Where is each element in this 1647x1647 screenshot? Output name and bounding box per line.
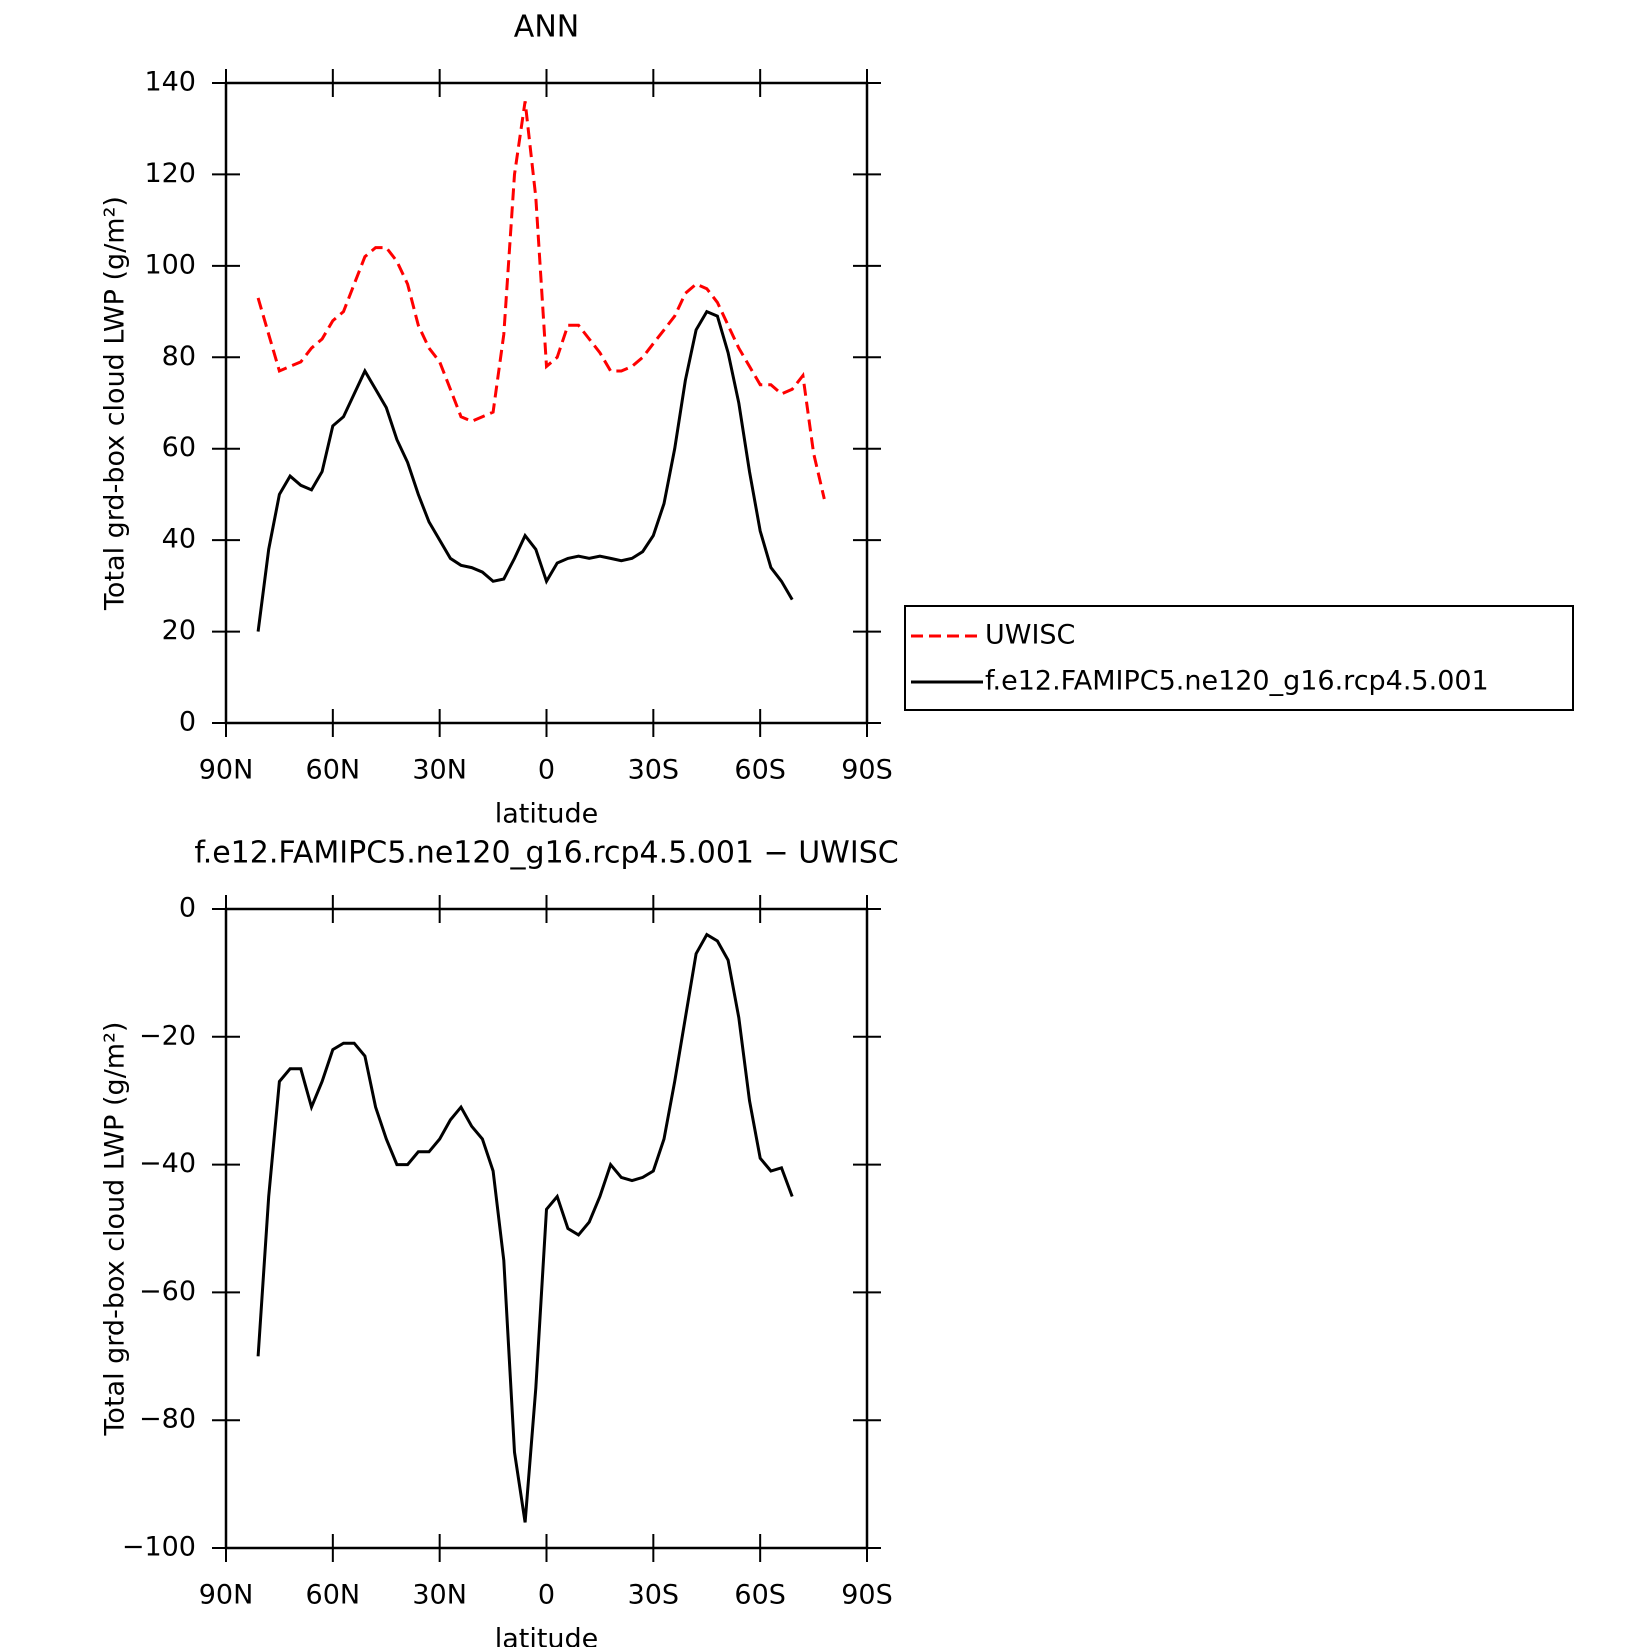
legend-box [904, 605, 1574, 711]
x-tick-label: 60S [734, 755, 786, 786]
y-tick-label: −40 [139, 1148, 196, 1179]
x-axis-label: latitude [495, 1624, 599, 1647]
x-tick-label: 90N [199, 1580, 254, 1611]
y-tick-label: −60 [139, 1276, 196, 1307]
data-line [256, 309, 794, 632]
y-tick-label: 60 [162, 432, 196, 463]
x-axis-label: latitude [495, 799, 599, 830]
y-tick-label: 20 [162, 615, 196, 646]
x-tick-label: 0 [538, 755, 555, 786]
x-tick-label: 60S [734, 1580, 786, 1611]
y-tick-label: 40 [162, 524, 196, 555]
x-tick-label: 30S [628, 1580, 680, 1611]
y-tick-label: 0 [179, 707, 196, 738]
legend-label: UWISC [985, 620, 1075, 651]
x-tick-label: 60N [306, 755, 361, 786]
x-tick-label: 30N [412, 1580, 467, 1611]
y-tick-label: 80 [162, 341, 196, 372]
y-tick-label: 120 [144, 158, 196, 189]
x-tick-label: 0 [538, 1580, 555, 1611]
x-tick-label: 30N [412, 755, 467, 786]
y-axis-label: Total grd-box cloud LWP (g/m²) [100, 1022, 131, 1437]
x-tick-label: 90N [199, 755, 254, 786]
x-tick-label: 30S [628, 755, 680, 786]
legend-label: f.e12.FAMIPC5.ne120_g16.rcp4.5.001 [985, 666, 1489, 697]
y-tick-label: −20 [139, 1020, 196, 1051]
plot-frame [224, 81, 869, 725]
chart-title: ANN [514, 10, 579, 45]
data-line [256, 932, 794, 1523]
x-tick-label: 90S [841, 1580, 893, 1611]
chart-title: f.e12.FAMIPC5.ne120_g16.rcp4.5.001 − UWI… [194, 836, 898, 871]
y-tick-label: −80 [139, 1404, 196, 1435]
x-tick-label: 60N [306, 1580, 361, 1611]
data-line [256, 101, 826, 500]
plot-frame [224, 907, 869, 1550]
y-tick-label: 100 [144, 249, 196, 280]
y-tick-label: −100 [122, 1532, 196, 1563]
x-tick-label: 90S [841, 755, 893, 786]
y-tick-label: 140 [144, 67, 196, 98]
y-tick-label: 0 [179, 893, 196, 924]
y-axis-label: Total grd-box cloud LWP (g/m²) [100, 196, 131, 611]
